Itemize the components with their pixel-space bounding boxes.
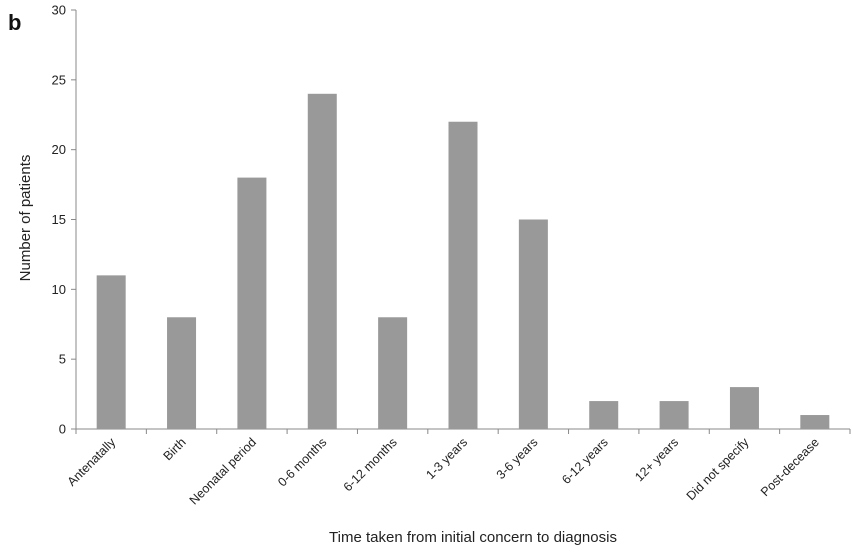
bar: [378, 317, 408, 429]
y-axis-title: Number of patients: [17, 155, 34, 282]
bar: [518, 219, 548, 429]
y-tick-label: 25: [52, 72, 66, 87]
x-tick-label: Neonatal period: [187, 435, 259, 507]
y-tick-label: 30: [52, 3, 66, 18]
bar-series: [96, 93, 830, 430]
bar: [659, 401, 689, 429]
bar: [96, 275, 126, 429]
bar: [307, 93, 337, 430]
bar: [589, 401, 619, 429]
x-tick-label: 0-6 months: [275, 435, 329, 489]
y-tick-label: 0: [59, 422, 66, 437]
y-tick-label: 15: [52, 212, 66, 227]
x-tick-label: Post-decease: [758, 435, 822, 499]
bar: [800, 415, 830, 429]
x-axis-title: Time taken from initial concern to diagn…: [329, 529, 617, 546]
bar: [448, 121, 478, 429]
x-tick-label: 1-3 years: [423, 435, 470, 482]
bar: [167, 317, 197, 429]
panel-label: b: [8, 10, 21, 35]
x-tick-label: 6-12 years: [559, 435, 611, 487]
y-tick-label: 5: [59, 352, 66, 367]
x-tick-label: 3-6 years: [494, 435, 541, 482]
x-tick-label: Did not specify: [684, 435, 752, 503]
y-axis: 0 5 10 15 20 25 30: [52, 3, 77, 437]
y-tick-label: 20: [52, 142, 66, 157]
x-tick-label: 12+ years: [632, 435, 681, 484]
bar: [237, 177, 267, 429]
bar: [729, 387, 759, 429]
x-tick-label: 6-12 months: [341, 435, 400, 494]
y-tick-label: 10: [52, 282, 66, 297]
x-tick-label: Antenatally: [65, 435, 119, 489]
x-tick-label: Birth: [161, 435, 189, 463]
